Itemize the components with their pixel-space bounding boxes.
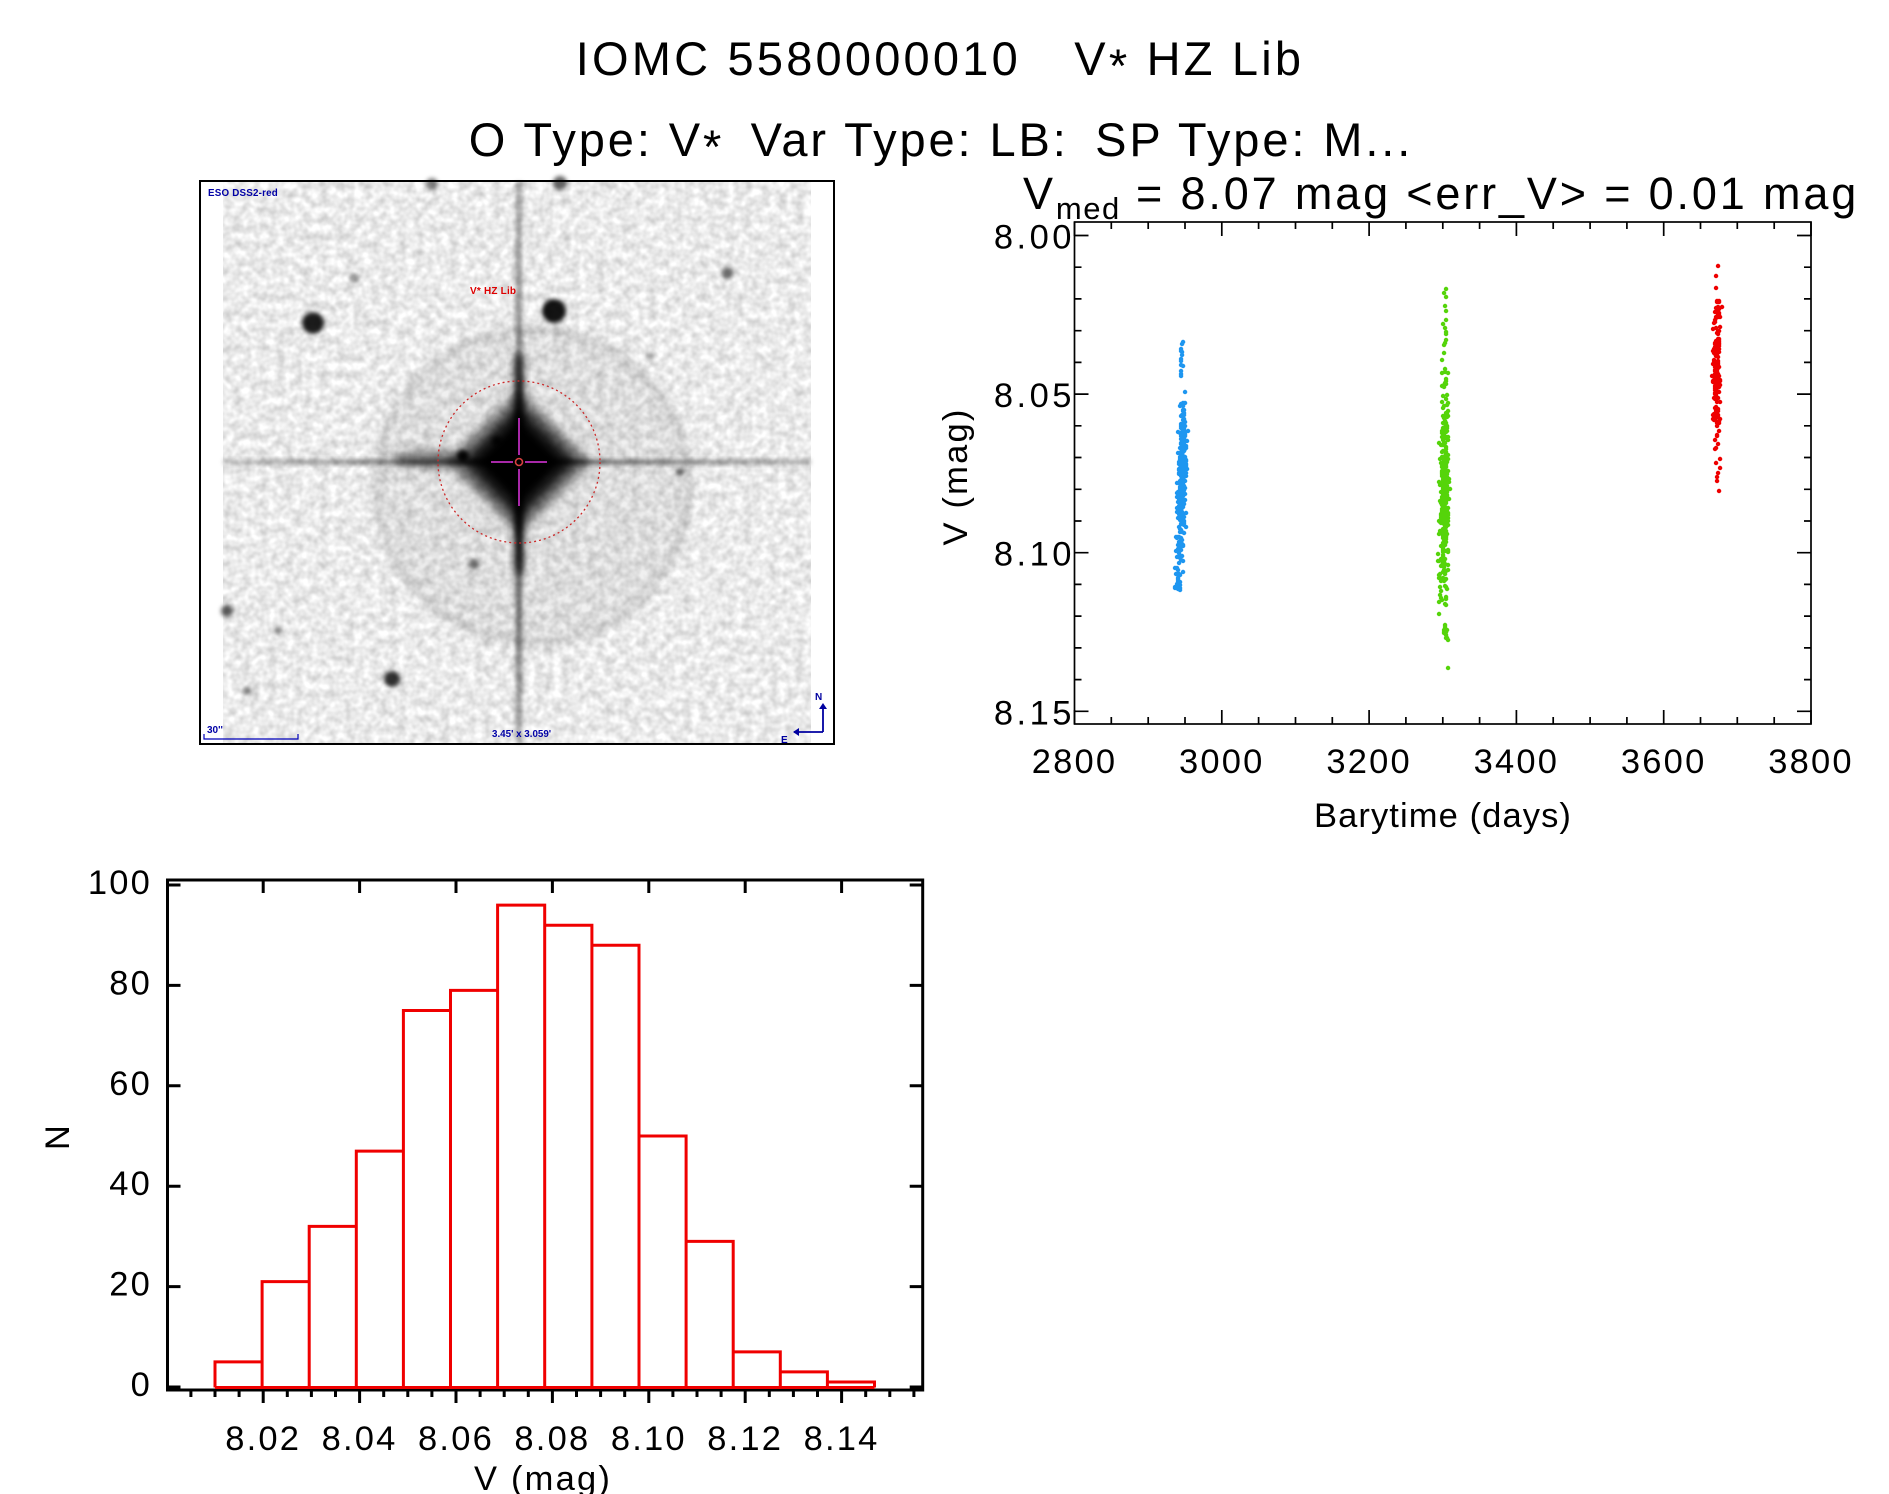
svg-text:8.10: 8.10 (994, 536, 1075, 574)
svg-text:40: 40 (109, 1165, 152, 1203)
svg-text:0: 0 (131, 1366, 152, 1404)
svg-text:60: 60 (109, 1065, 152, 1103)
svg-text:20: 20 (109, 1266, 152, 1304)
svg-text:3200: 3200 (1326, 743, 1412, 781)
svg-text:V* HZ Lib: V* HZ Lib (470, 286, 516, 297)
svg-text:N: N (39, 1123, 77, 1150)
svg-text:8.00: 8.00 (994, 219, 1075, 257)
svg-text:8.06: 8.06 (418, 1420, 494, 1458)
svg-text:8.15: 8.15 (994, 694, 1075, 732)
svg-text:IOMC 5580000010 V* HZ Lib: IOMC 5580000010 V* HZ Lib (576, 32, 1305, 92)
svg-text:ESO DSS2-red: ESO DSS2-red (208, 188, 278, 199)
svg-text:30'': 30'' (207, 725, 223, 736)
svg-text:N: N (815, 692, 822, 703)
svg-text:V (mag): V (mag) (474, 1460, 612, 1494)
svg-text:8.12: 8.12 (707, 1420, 783, 1458)
svg-text:8.02: 8.02 (225, 1420, 301, 1458)
svg-text:100: 100 (88, 864, 152, 902)
svg-text:80: 80 (109, 964, 152, 1002)
svg-text:3400: 3400 (1474, 743, 1560, 781)
svg-text:Vmed = 8.07 mag <err_V> = 0.01: Vmed = 8.07 mag <err_V> = 0.01 mag (1023, 168, 1859, 226)
svg-text:3800: 3800 (1768, 743, 1854, 781)
svg-text:Barytime (days): Barytime (days) (1314, 797, 1572, 835)
svg-text:3600: 3600 (1621, 743, 1707, 781)
svg-text:2800: 2800 (1032, 743, 1118, 781)
svg-text:8.14: 8.14 (804, 1420, 880, 1458)
svg-text:8.04: 8.04 (322, 1420, 398, 1458)
svg-text:E: E (781, 735, 788, 746)
svg-text:8.08: 8.08 (514, 1420, 590, 1458)
svg-text:V (mag): V (mag) (937, 407, 975, 545)
svg-text:3.45' x 3.059': 3.45' x 3.059' (492, 729, 551, 740)
svg-text:3000: 3000 (1179, 743, 1265, 781)
svg-text:O Type: V* Var Type: LB: SP Ty: O Type: V* Var Type: LB: SP Type: M... (469, 113, 1413, 173)
svg-text:8.10: 8.10 (611, 1420, 687, 1458)
svg-text:8.05: 8.05 (994, 377, 1075, 415)
